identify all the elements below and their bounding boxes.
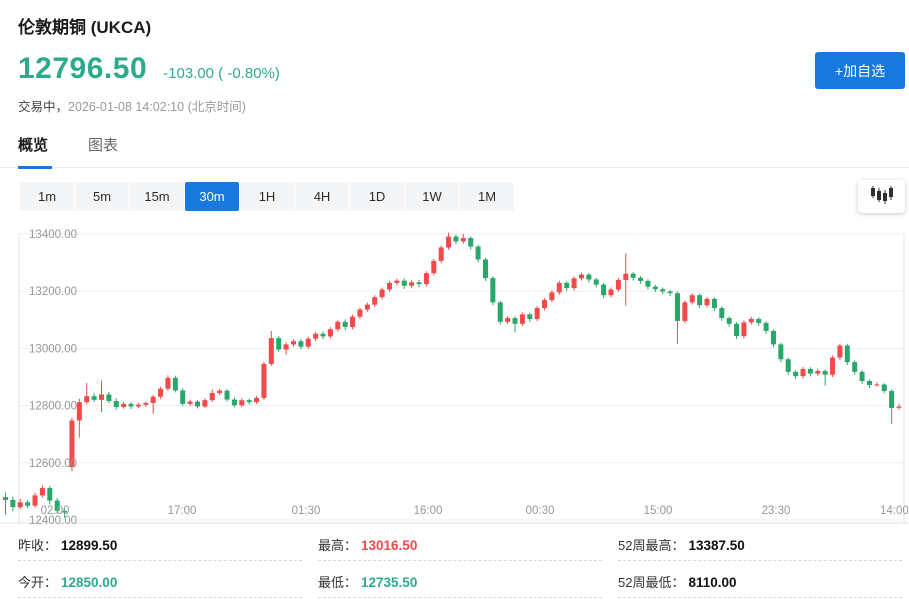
svg-text:02:00: 02:00 (41, 505, 70, 517)
chart-type-button[interactable] (858, 180, 905, 213)
last-price: 12796.50 (18, 52, 148, 85)
svg-text:12400.00: 12400.00 (29, 515, 77, 526)
stat-open-value: 12850.00 (61, 575, 118, 590)
stat-prev-close-value: 12899.50 (61, 538, 118, 553)
stat-52w-high: 52周最高： 13387.50 (618, 524, 902, 561)
stat-low: 最低： 12735.50 (318, 561, 602, 598)
period-1w[interactable]: 1W (405, 182, 459, 211)
add-watchlist-button[interactable]: +加自选 (815, 52, 905, 89)
svg-text:13000.00: 13000.00 (29, 343, 77, 355)
stat-52w-low: 52周最低： 8110.00 (618, 561, 902, 598)
stat-prev-close: 昨收： 12899.50 (18, 524, 302, 561)
page-title: 伦敦期铜 (UKCA) (18, 18, 152, 37)
period-selector: 1m 5m 15m 30m 1H 4H 1D 1W 1M (20, 182, 514, 211)
svg-text:14:00: 14:00 (880, 505, 909, 517)
period-15m[interactable]: 15m (130, 182, 184, 211)
period-5m[interactable]: 5m (75, 182, 129, 211)
stat-52w-high-value: 13387.50 (688, 538, 745, 553)
stat-high: 最高： 13016.50 (318, 524, 602, 561)
period-1d[interactable]: 1D (350, 182, 404, 211)
svg-text:00:30: 00:30 (526, 505, 555, 517)
svg-text:01:30: 01:30 (292, 505, 321, 517)
stat-open: 今开： 12850.00 (18, 561, 302, 598)
period-1m[interactable]: 1m (20, 182, 74, 211)
status-time: 2026-01-08 14:02:10 (68, 100, 185, 114)
price-row: 12796.50 -103.00 ( -0.80%) (18, 52, 280, 86)
svg-text:12600.00: 12600.00 (29, 458, 77, 470)
svg-text:12800.00: 12800.00 (29, 401, 77, 413)
tab-chart[interactable]: 图表 (88, 137, 119, 154)
svg-text:13400.00: 13400.00 (29, 229, 77, 241)
status-label: 交易中， (18, 100, 69, 114)
candlestick-icon (870, 185, 894, 208)
stat-low-value: 12735.50 (361, 575, 418, 590)
trading-status: 交易中，2026-01-08 14:02:10 (北京时间) (18, 96, 246, 115)
svg-text:15:00: 15:00 (644, 505, 673, 517)
price-change: -103.00 ( -0.80%) (163, 65, 280, 82)
period-1h[interactable]: 1H (240, 182, 294, 211)
stat-52w-low-value: 8110.00 (688, 575, 737, 590)
tab-overview[interactable]: 概览 (18, 134, 52, 169)
svg-text:17:00: 17:00 (168, 505, 197, 517)
period-1m-month[interactable]: 1M (460, 182, 514, 211)
period-4h[interactable]: 4H (295, 182, 349, 211)
svg-text:23:30: 23:30 (762, 505, 791, 517)
stat-high-value: 13016.50 (361, 538, 418, 553)
period-30m[interactable]: 30m (185, 182, 239, 211)
candlestick-chart[interactable]: 02:00 17:00 01:30 16:00 00:30 15:00 23:30 14:00… (0, 224, 909, 526)
status-timezone: (北京时间) (187, 100, 246, 114)
svg-text:13200.00: 13200.00 (29, 286, 77, 298)
svg-text:16:00: 16:00 (414, 505, 443, 517)
tab-bar: 概览 图表 (0, 134, 909, 169)
